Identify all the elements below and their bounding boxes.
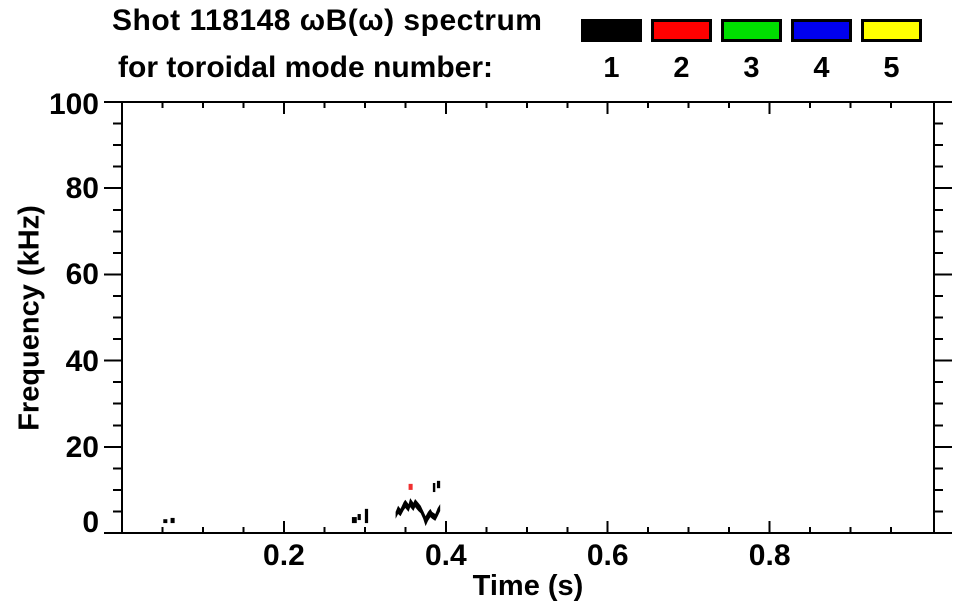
spectrum-mark	[170, 517, 175, 524]
legend-mode-number: 1	[603, 52, 620, 84]
legend-item: 2	[651, 19, 712, 83]
legend-item: 3	[721, 19, 782, 83]
spectrum-mark	[351, 517, 357, 524]
chart-title: Shot 118148 ωB(ω) spectrum	[112, 4, 543, 37]
legend: 1 2 3 4 5	[581, 19, 922, 83]
legend-mode-number: 5	[883, 52, 900, 84]
spectrum-mark	[163, 519, 168, 524]
legend-swatch	[581, 19, 642, 42]
legend-mode-number: 2	[673, 52, 690, 84]
legend-item: 4	[791, 19, 852, 83]
x-tick-label: 0.8	[748, 539, 791, 572]
legend-swatch	[651, 19, 712, 42]
legend-item: 5	[861, 19, 922, 83]
legend-item: 1	[581, 19, 642, 83]
x-tick-label: 0.4	[424, 539, 467, 572]
legend-mode-number: 4	[813, 52, 830, 84]
spectrum-mark	[364, 508, 369, 524]
y-tick-label: 40	[65, 344, 99, 378]
y-tick-label: 100	[48, 88, 99, 121]
legend-swatch	[861, 19, 922, 42]
x-tick-label: 0.6	[586, 539, 629, 572]
y-tick-label: 20	[65, 430, 99, 464]
spectrum-mark	[436, 480, 441, 489]
chart-subtitle: for toroidal mode number:	[118, 51, 493, 84]
spectrum-mark	[357, 514, 361, 521]
spectrum-mark	[432, 483, 436, 493]
y-tick-label: 60	[65, 258, 99, 292]
y-axis-title: Frequency (kHz)	[13, 205, 46, 431]
legend-swatch	[791, 19, 852, 42]
y-tick-label: 0	[82, 506, 99, 539]
y-tick-label: 80	[65, 172, 99, 206]
x-tick-label: 0.2	[263, 539, 305, 572]
legend-mode-number: 3	[743, 52, 760, 84]
x-axis-title: Time (s)	[472, 570, 584, 602]
spectrum-band	[395, 498, 441, 527]
legend-swatch	[721, 19, 782, 42]
spectrum-mark	[408, 483, 413, 490]
